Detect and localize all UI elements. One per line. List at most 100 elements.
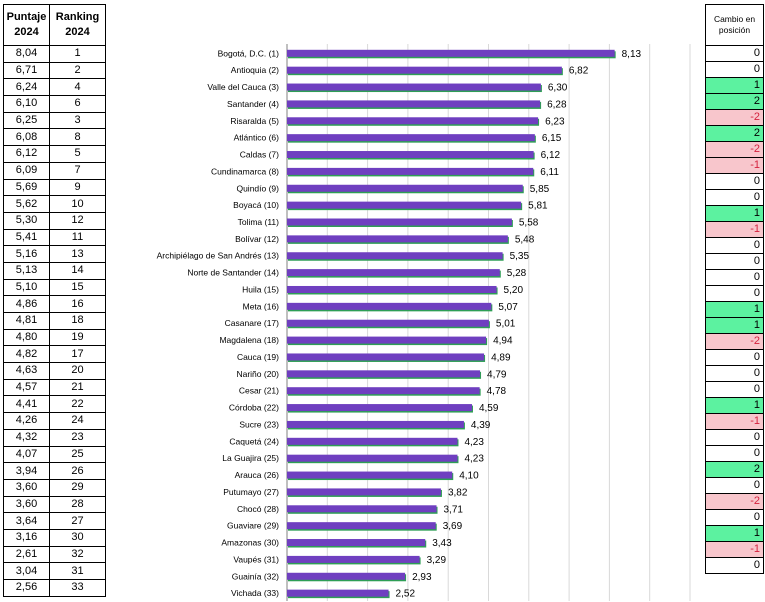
category-label: Valle del Cauca (3) xyxy=(207,82,279,92)
category-label: Vichada (33) xyxy=(231,588,279,598)
category-label: Guainía (32) xyxy=(232,571,279,581)
value-label: 6,28 xyxy=(547,99,567,110)
value-label: 6,30 xyxy=(548,83,568,94)
position-change-cell: 1 xyxy=(705,205,764,222)
position-change-cell: 0 xyxy=(705,445,764,462)
bar xyxy=(287,201,522,209)
bar xyxy=(287,589,389,597)
position-change-cell: 0 xyxy=(705,269,764,286)
value-label: 4,94 xyxy=(493,336,513,347)
category-label: Arauca (26) xyxy=(235,470,280,480)
table-row: -2 xyxy=(705,333,764,350)
table-row: 3,64 27 xyxy=(3,512,106,530)
table-row: 4,07 25 xyxy=(3,445,106,464)
table-row: 0 xyxy=(705,189,764,206)
bar xyxy=(287,269,500,277)
ranking-cell: 30 xyxy=(49,528,106,547)
category-label: Boyacá (10) xyxy=(233,200,279,210)
table-row: -2 xyxy=(705,141,764,158)
bar xyxy=(287,218,512,226)
bar xyxy=(287,83,541,91)
value-label: 8,13 xyxy=(622,49,642,60)
position-change-cell: -2 xyxy=(705,141,764,158)
value-label: 5,35 xyxy=(510,251,530,262)
value-label: 6,82 xyxy=(569,66,589,77)
position-change-cell: 1 xyxy=(705,77,764,94)
value-label: 5,01 xyxy=(496,319,516,330)
ranking-cell: 15 xyxy=(49,278,106,297)
table-row: 3,04 31 xyxy=(3,562,106,580)
category-label: Quindío (9) xyxy=(236,183,279,193)
position-change-cell: -1 xyxy=(705,541,764,558)
category-label: Casanare (17) xyxy=(225,318,280,328)
table-row: 0 xyxy=(705,237,764,254)
ranking-header: Ranking 2024 xyxy=(49,4,106,46)
position-change-cell: 2 xyxy=(705,93,764,110)
bar xyxy=(287,66,562,74)
bar xyxy=(287,302,492,310)
table-row: 3,60 28 xyxy=(3,495,106,514)
table-row: 0 xyxy=(705,173,764,190)
position-change-cell: 1 xyxy=(705,317,764,334)
table-row: 0 xyxy=(705,349,764,366)
table-row: 0 xyxy=(705,477,764,494)
position-change-cell: 0 xyxy=(705,349,764,366)
category-label: Guaviare (29) xyxy=(227,521,279,531)
position-change-cell: -1 xyxy=(705,221,764,238)
value-label: 4,89 xyxy=(491,352,511,363)
value-label: 4,39 xyxy=(471,420,491,431)
category-label: Cauca (19) xyxy=(237,352,279,362)
position-change-cell: 2 xyxy=(705,125,764,142)
bar xyxy=(287,555,420,563)
category-label: Norte de Santander (14) xyxy=(187,268,279,278)
ranking-cell: 8 xyxy=(49,128,106,147)
bar xyxy=(287,387,480,395)
score-cell: 3,60 xyxy=(3,478,50,497)
score-cell: 6,24 xyxy=(3,78,50,97)
value-label: 3,82 xyxy=(448,487,468,498)
table-row: 1 xyxy=(705,525,764,542)
category-label: Santander (4) xyxy=(227,99,279,109)
table-row: 0 xyxy=(705,381,764,398)
table-row: 1 xyxy=(705,397,764,414)
value-label: 3,69 xyxy=(443,521,463,532)
score-cell: 4,07 xyxy=(3,445,50,464)
table-row: -1 xyxy=(705,541,764,558)
value-label: 5,20 xyxy=(504,285,524,296)
category-label: Caldas (7) xyxy=(240,150,279,160)
ranking-cell: 4 xyxy=(49,78,106,97)
table-row: 5,30 12 xyxy=(3,211,106,230)
table-row: 2,56 33 xyxy=(3,579,106,597)
table-row: 0 xyxy=(705,509,764,526)
position-change-cell: 0 xyxy=(705,61,764,78)
value-label: 5,58 xyxy=(519,218,539,229)
score-cell: 5,16 xyxy=(3,245,50,263)
table-row: 2 xyxy=(705,125,764,142)
table-row: 6,71 2 xyxy=(3,61,106,80)
category-label: Nariño (20) xyxy=(236,369,279,379)
table-row: 5,13 14 xyxy=(3,261,106,280)
value-label: 5,28 xyxy=(507,268,527,279)
table-row: 0 xyxy=(705,557,764,574)
ranking-cell: 27 xyxy=(49,512,106,530)
score-cell: 3,60 xyxy=(3,495,50,514)
table-row: 4,81 18 xyxy=(3,312,106,330)
table-row: 0 xyxy=(705,253,764,270)
position-change-cell: 2 xyxy=(705,461,764,478)
category-label: Bogotá, D.C. (1) xyxy=(218,48,280,58)
value-label: 2,52 xyxy=(396,589,416,600)
ranking-cell: 24 xyxy=(49,412,106,430)
table-row: 1 xyxy=(705,301,764,318)
table-row: 1 xyxy=(705,205,764,222)
table-row: -1 xyxy=(705,413,764,430)
category-label: Sucre (23) xyxy=(239,419,279,429)
position-change-cell: 0 xyxy=(705,557,764,574)
position-change-cell: -1 xyxy=(705,157,764,174)
position-change-cell: 0 xyxy=(705,173,764,190)
position-change-cell: 0 xyxy=(705,365,764,382)
value-label: 4,79 xyxy=(487,369,507,380)
position-change-cell: 0 xyxy=(705,253,764,270)
ranking-cell: 19 xyxy=(49,328,106,347)
bar xyxy=(287,505,437,513)
